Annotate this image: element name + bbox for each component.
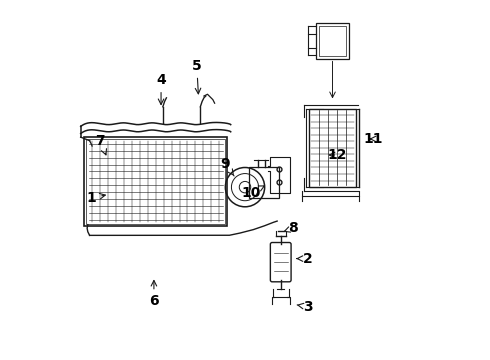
Text: 9: 9 xyxy=(220,157,234,176)
Bar xyxy=(309,109,356,187)
Text: 1: 1 xyxy=(87,191,105,205)
Text: 7: 7 xyxy=(96,134,106,155)
Text: 6: 6 xyxy=(149,280,159,309)
FancyBboxPatch shape xyxy=(270,243,291,282)
Text: 3: 3 xyxy=(297,300,312,314)
Bar xyxy=(317,23,348,59)
Text: 12: 12 xyxy=(327,148,347,162)
Text: 10: 10 xyxy=(242,185,265,199)
Text: 8: 8 xyxy=(284,221,298,235)
Text: 5: 5 xyxy=(192,59,202,94)
Bar xyxy=(84,137,227,226)
Text: 2: 2 xyxy=(297,252,313,266)
Text: 4: 4 xyxy=(156,73,166,104)
Bar xyxy=(86,139,225,224)
Text: 11: 11 xyxy=(364,132,383,146)
Bar xyxy=(248,167,279,198)
Bar xyxy=(319,26,346,56)
